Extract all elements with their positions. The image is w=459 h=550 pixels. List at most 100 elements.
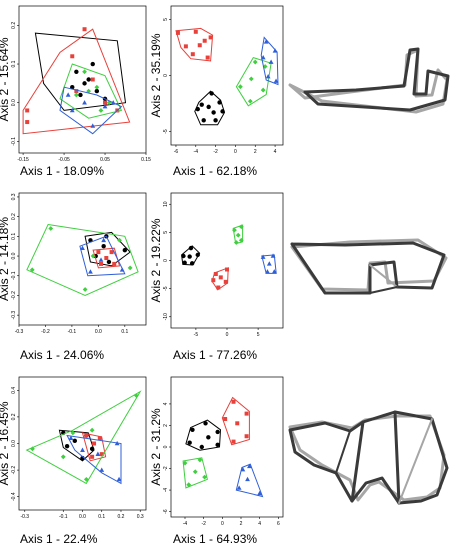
hull-black — [34, 32, 127, 111]
point-blue — [68, 435, 74, 440]
series-red — [211, 267, 229, 291]
x-tick-label: 6 — [277, 521, 280, 527]
x-tick-label: -0.3 — [15, 329, 24, 335]
point-blue — [240, 467, 246, 472]
series-blue — [59, 86, 123, 135]
point-black — [190, 427, 195, 432]
point-black — [187, 440, 192, 445]
chart-6: -4 -2 0 2 4 6 4 2 0 -2 -4 -6 Axis 1 - 64.93% Axis 2 -… — [149, 376, 284, 546]
point-blue — [95, 451, 101, 456]
point-black — [90, 61, 95, 67]
x-tick-label: 0.2 — [118, 514, 125, 520]
y-axis-label: Axis 2 - 19.22% — [149, 218, 163, 302]
point-red — [25, 108, 30, 113]
y-tick-label: 10 — [163, 201, 169, 207]
point-green — [86, 88, 92, 94]
y-tick-label: 0.0 — [11, 252, 17, 259]
y-tick-label: 0.4 — [11, 387, 17, 394]
point-black — [211, 110, 216, 115]
hull-green — [59, 63, 123, 119]
series-red — [221, 396, 250, 446]
y-tick-label: -0.2 — [11, 466, 17, 475]
point-black — [182, 260, 187, 265]
y-axis-label: Axis 2 - 16.45% — [0, 401, 11, 485]
point-green — [90, 253, 96, 259]
plot-frame — [18, 5, 147, 154]
y-tick-label: -0.2 — [11, 291, 17, 300]
point-red — [205, 55, 210, 60]
x-tick-label: 0 — [234, 149, 237, 155]
point-black — [106, 259, 112, 265]
point-black — [86, 77, 91, 82]
point-black — [206, 435, 211, 440]
point-green — [197, 457, 203, 463]
y-tick-label: 0.2 — [11, 413, 17, 420]
point-black — [203, 421, 208, 426]
point-black — [64, 443, 70, 449]
point-green — [82, 69, 87, 75]
y-axis-label: Axis 2 - 15.64% — [0, 37, 11, 121]
point-black — [187, 254, 192, 259]
point-red — [97, 436, 102, 441]
y-axis-label: Axis 2 - 14.18% — [0, 217, 11, 301]
y-tick-label: -5 — [163, 286, 169, 291]
series-red — [175, 27, 214, 62]
x-tick-label: -0.1 — [59, 514, 68, 520]
point-green — [83, 477, 89, 482]
point-black — [217, 100, 222, 105]
point-black — [195, 252, 200, 258]
x-tick-label: 2 — [240, 521, 243, 527]
x-tick-label: -5 — [194, 332, 199, 338]
point-green — [82, 287, 88, 292]
hull-red — [175, 27, 214, 62]
y-tick-label: 2 — [163, 424, 169, 427]
point-black — [215, 442, 220, 448]
point-black — [122, 247, 128, 253]
chart-3: -0.3 -0.2 -0.1 0.0 0.1 0.3 0.2 0.1 0.0 -0.1 -0.2 -0… — [0, 192, 147, 362]
hull-black — [84, 231, 131, 267]
y-tick-label: -6 — [163, 509, 169, 514]
y-tick-label: -0.1 — [11, 271, 17, 280]
point-green — [70, 430, 76, 436]
y-tick-label: -10 — [163, 313, 169, 320]
y-axis-label: Axis 2 - 31.2% — [149, 408, 163, 486]
point-blue — [265, 74, 271, 79]
plot-frame — [170, 376, 284, 518]
x-axis-label: Axis 1 - 64.93% — [173, 532, 257, 546]
y-tick-label: 0.1 — [11, 60, 17, 67]
series-green — [232, 224, 244, 245]
x-tick-label: 5 — [257, 332, 260, 338]
x-tick-label: 0.3 — [137, 514, 144, 520]
x-tick-label: 0.0 — [79, 514, 86, 520]
series-red — [92, 247, 121, 269]
x-axis-label: Axis 1 - 18.09% — [20, 164, 104, 178]
point-black — [78, 92, 83, 98]
point-blue — [102, 103, 108, 109]
point-green — [30, 446, 35, 452]
point-black — [199, 102, 204, 107]
point-green — [48, 226, 54, 231]
point-blue — [101, 237, 107, 243]
series-black — [34, 32, 127, 111]
x-tick-label: -0.15 — [17, 157, 29, 163]
chart-4: -5 0 5 10 5 0 -5 -10 Axis 1 - 77.26% Axis 2 - 19.… — [149, 192, 284, 362]
point-green — [247, 98, 253, 104]
point-blue — [263, 39, 269, 44]
point-blue — [80, 447, 85, 452]
point-red — [244, 434, 249, 439]
outline-drawing-1 — [288, 47, 450, 114]
point-green — [202, 474, 207, 480]
point-black — [220, 109, 225, 114]
x-tick-label: 4 — [274, 149, 277, 155]
point-red — [244, 411, 249, 416]
point-black — [70, 85, 75, 90]
point-blue — [99, 467, 105, 472]
point-red — [82, 27, 87, 32]
x-tick-label: 0 — [226, 332, 229, 338]
x-tick-label: 0 — [221, 521, 224, 527]
y-tick-label: 0.2 — [11, 22, 17, 29]
point-green — [252, 59, 258, 65]
series-green — [182, 457, 208, 489]
point-red — [104, 256, 109, 261]
plot-frame — [18, 192, 147, 326]
